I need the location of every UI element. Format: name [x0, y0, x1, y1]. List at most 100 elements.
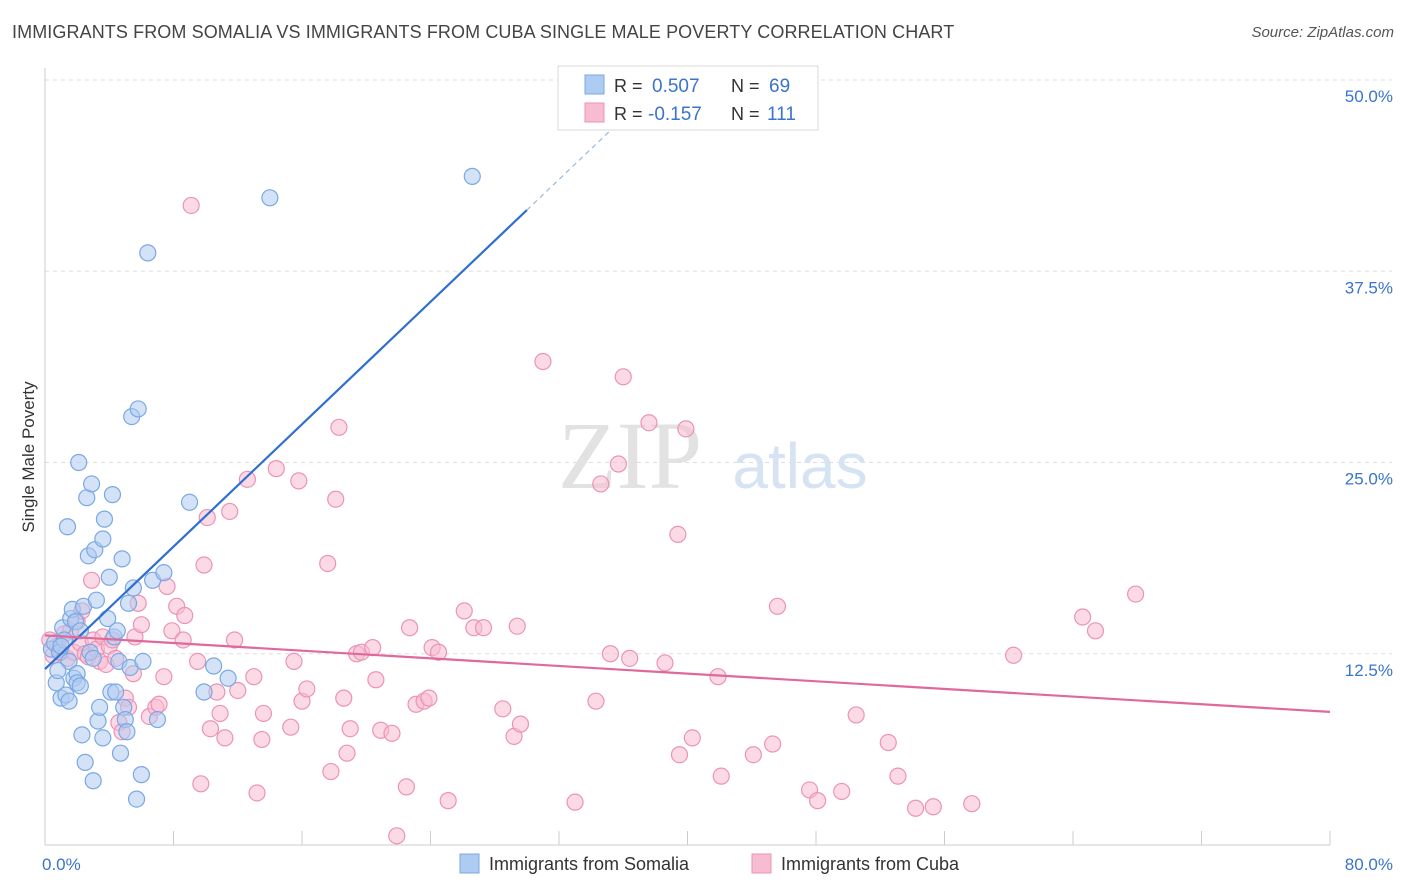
bottom-legend-label-somalia: Immigrants from Somalia — [489, 854, 690, 874]
cuba-point-49 — [225, 631, 244, 649]
cuba-point-74 — [383, 724, 401, 742]
somalia-point-26 — [87, 591, 106, 609]
cuba-point-43 — [198, 508, 216, 527]
cuba-point-66 — [335, 689, 353, 707]
cuba-point-38 — [176, 606, 194, 625]
cuba-point-13 — [82, 571, 101, 589]
cuba-point-89 — [508, 617, 526, 635]
cuba-point-54 — [253, 730, 271, 749]
somalia-point-57 — [195, 683, 213, 701]
somalia-point-30 — [95, 510, 114, 528]
x-tick-label-min: 0.0% — [42, 855, 81, 874]
cuba-point-114 — [879, 733, 897, 752]
x-tick-label-max: 80.0% — [1345, 855, 1393, 874]
somalia-point-64 — [84, 649, 102, 667]
somalia-point-24 — [84, 772, 102, 790]
cuba-point-46 — [211, 704, 229, 723]
legend-n-value-somalia: 69 — [769, 76, 790, 97]
cuba-point-32 — [150, 695, 168, 713]
somalia-point-28 — [91, 698, 109, 716]
somalia-point-48 — [127, 790, 146, 808]
somalia-point-54 — [148, 710, 167, 729]
cuba-point-82 — [429, 643, 448, 661]
somalia-point-37 — [108, 622, 126, 640]
y-tick-label-0: 12.5% — [1345, 661, 1393, 680]
cuba-point-111 — [809, 792, 827, 810]
cuba-point-96 — [609, 455, 628, 473]
somalia-point-68 — [49, 661, 67, 680]
somalia-point-8 — [58, 518, 77, 536]
cuba-point-97 — [614, 368, 632, 386]
cuba-point-99 — [640, 414, 658, 432]
cuba-point-65 — [330, 418, 348, 436]
cuba-point-94 — [592, 475, 610, 493]
cuba-point-101 — [669, 525, 687, 544]
series-legend: Immigrants from Somalia Immigrants from … — [459, 853, 960, 874]
somalia-point-17 — [73, 726, 91, 744]
cuba-point-106 — [712, 767, 730, 785]
cuba-point-120 — [1074, 608, 1092, 626]
watermark-atlas: atlas — [732, 430, 867, 502]
cuba-point-109 — [768, 597, 787, 615]
y-tick-label-1: 25.0% — [1345, 470, 1393, 489]
cuba-point-51 — [238, 470, 256, 488]
cuba-point-71 — [364, 639, 382, 657]
cuba-point-92 — [566, 793, 584, 811]
cuba-point-98 — [621, 649, 639, 667]
cuba-point-103 — [670, 746, 689, 764]
cuba-point-67 — [338, 744, 356, 762]
somalia-point-49 — [129, 400, 147, 418]
legend-n-value-cuba: 111 — [767, 104, 796, 125]
bottom-legend-label-cuba: Immigrants from Cuba — [781, 854, 960, 874]
cuba-point-68 — [341, 720, 359, 738]
watermark-zip: ZIP — [558, 402, 702, 509]
somalia-point-65 — [60, 692, 78, 710]
series-cuba-points — [41, 196, 1145, 845]
cuba-point-72 — [367, 671, 385, 689]
somalia-point-52 — [139, 244, 157, 262]
cuba-point-42 — [195, 556, 213, 574]
cuba-point-100 — [656, 654, 674, 672]
somalia-point-55 — [155, 564, 173, 582]
cuba-point-35 — [163, 622, 181, 640]
cuba-point-44 — [201, 720, 220, 738]
somalia-point-60 — [261, 189, 279, 207]
cuba-point-75 — [388, 827, 406, 845]
cuba-point-86 — [474, 619, 493, 637]
cuba-point-41 — [192, 775, 210, 793]
somalia-point-9 — [60, 652, 78, 671]
series-somalia-points — [42, 167, 481, 808]
cuba-point-62 — [319, 554, 337, 573]
cuba-point-39 — [182, 196, 200, 215]
cuba-point-37 — [174, 631, 192, 649]
cuba-point-91 — [534, 352, 552, 371]
cuba-point-47 — [216, 729, 234, 747]
cuba-point-52 — [245, 668, 263, 686]
cuba-point-83 — [439, 792, 457, 810]
somalia-point-61 — [463, 167, 481, 185]
somalia-point-43 — [118, 723, 136, 741]
cuba-point-29 — [132, 616, 150, 634]
somalia-point-50 — [132, 766, 150, 784]
chart-title: IMMIGRANTS FROM SOMALIA VS IMMIGRANTS FR… — [12, 22, 955, 42]
legend-n-label-somalia: N = — [731, 76, 760, 96]
legend-swatch-somalia — [584, 74, 605, 95]
somalia-point-62 — [52, 637, 70, 655]
cuba-point-87 — [494, 700, 512, 718]
somalia-point-39 — [111, 744, 130, 762]
y-axis-label: Single Male Poverty — [19, 381, 38, 533]
cuba-point-55 — [254, 704, 273, 723]
somalia-point-44 — [119, 594, 138, 612]
cuba-point-64 — [327, 490, 345, 508]
cuba-point-40 — [188, 652, 207, 671]
legend-r-label-cuba: R = — [614, 104, 643, 124]
cuba-point-80 — [420, 689, 438, 707]
cuba-point-115 — [889, 767, 907, 785]
axes — [44, 68, 1331, 846]
cuba-point-95 — [601, 645, 620, 663]
gridlines — [45, 79, 1392, 655]
cuba-point-77 — [401, 619, 419, 637]
somalia-point-67 — [94, 729, 112, 747]
stats-legend: R = 0.507 N = 69 R = -0.157 N = 111 — [557, 65, 819, 131]
